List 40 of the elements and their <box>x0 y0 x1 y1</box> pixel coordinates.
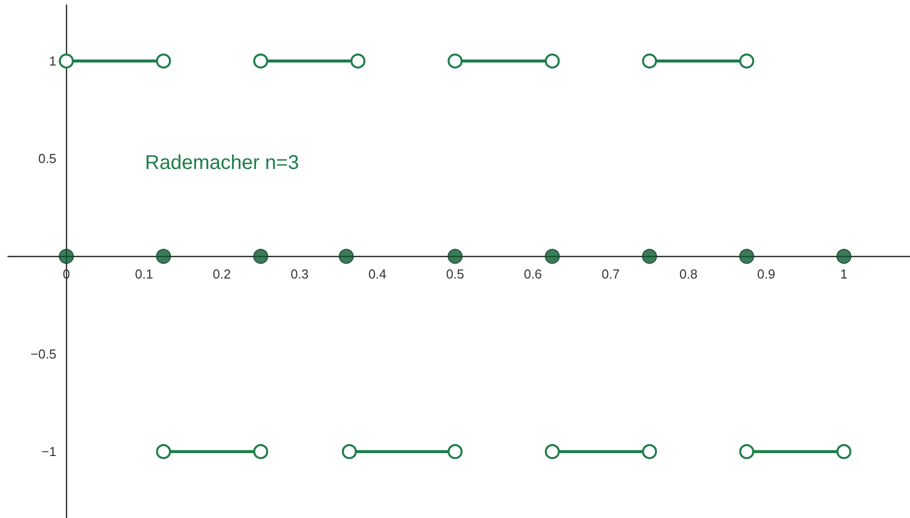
point <box>739 248 754 264</box>
y-tick-label: −0.5 <box>30 346 56 362</box>
x-tick-label: 0.1 <box>135 266 154 282</box>
point <box>156 54 172 69</box>
x-tick-label: 0.7 <box>602 266 620 282</box>
x-tick-label: 0.3 <box>290 266 309 282</box>
point <box>739 54 754 69</box>
point <box>642 54 658 69</box>
point <box>156 248 172 264</box>
point <box>544 248 560 264</box>
point <box>642 248 658 264</box>
point <box>338 248 354 264</box>
point <box>448 248 463 264</box>
point <box>739 444 754 460</box>
point <box>253 54 268 69</box>
point <box>350 54 366 69</box>
point <box>58 54 74 69</box>
point <box>836 444 852 460</box>
x-tick-label: 1 <box>840 266 848 282</box>
point <box>253 444 268 460</box>
x-tick-label: 0.6 <box>524 266 542 282</box>
point <box>544 54 560 69</box>
x-tick-label: 0.8 <box>679 266 698 282</box>
point <box>448 444 463 460</box>
annotation: Rademacher n=3 <box>145 152 299 174</box>
x-tick-label: 0.9 <box>757 266 776 282</box>
y-tick-label: 1 <box>49 54 56 69</box>
x-tick-label: 0.5 <box>446 266 464 282</box>
x-tick-label: 0.2 <box>212 266 231 282</box>
y-tick-label: −1 <box>41 444 56 460</box>
point <box>642 444 658 460</box>
point <box>253 248 268 264</box>
point <box>544 444 560 460</box>
point <box>836 248 852 264</box>
point <box>342 444 357 460</box>
point <box>58 248 74 264</box>
point <box>156 444 172 460</box>
point <box>448 54 463 69</box>
y-tick-label: 0.5 <box>38 151 56 166</box>
x-tick-label: 0.4 <box>368 266 386 282</box>
